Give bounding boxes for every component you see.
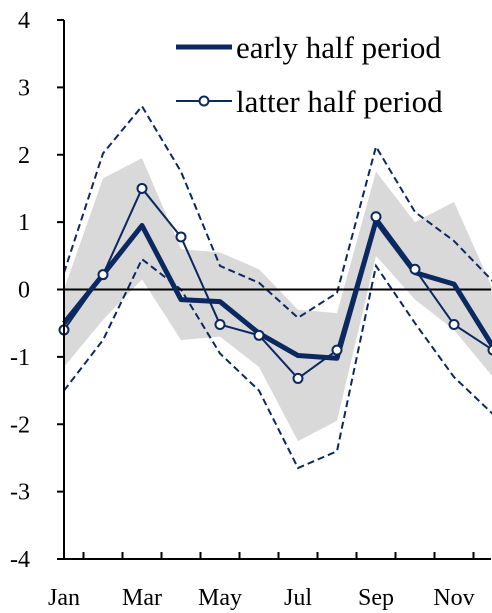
point-latter-half-period-Sep: [370, 211, 382, 223]
x-tick-label: Sep: [358, 585, 394, 611]
y-tick-label: -4: [10, 547, 30, 573]
x-tick-label: Nov: [433, 585, 474, 611]
point-latter-half-period-Oct: [409, 263, 421, 275]
point-latter-half-period-Nov: [448, 319, 460, 331]
y-tick-label: 1: [18, 210, 30, 236]
point-latter-half-period-Apr: [175, 231, 187, 243]
x-tick-label: Jul: [284, 585, 312, 611]
legend: early half period latter half period: [176, 30, 443, 119]
y-tick-label: -1: [10, 345, 30, 371]
series-line-latter-half-period: [63, 187, 492, 380]
y-tick-label: 4: [18, 8, 30, 34]
y-tick-label: 0: [18, 278, 30, 304]
series-layer: [58, 182, 492, 384]
legend-label-latter-half-period: latter half period: [236, 84, 443, 119]
point-latter-half-period-Dec: [487, 344, 492, 356]
point-latter-half-period-Feb: [97, 269, 109, 281]
y-tick-label: -3: [10, 480, 30, 506]
axes-layer: -4 -3 -2 -1 0 1 2 3 4 Jan Mar May Jul Sep Nov: [10, 8, 491, 611]
y-tick-label: 2: [18, 143, 30, 169]
x-tick-label: Jan: [48, 585, 80, 611]
legend-label-early-half-period: early half period: [236, 30, 441, 65]
x-tick-label: Mar: [122, 585, 162, 611]
point-latter-half-period-Aug: [331, 344, 343, 356]
point-latter-half-period-May: [214, 319, 226, 331]
dashed-upper-bound: [63, 104, 492, 320]
point-latter-half-period-Jun: [253, 329, 265, 341]
legend-marker-latter-half-period: [198, 95, 210, 107]
point-latter-half-period-Jul: [292, 372, 304, 384]
x-tick-label: May: [198, 585, 242, 611]
series-line-early-half-period: [62, 218, 492, 361]
dashed-lower-bound: [63, 257, 492, 470]
dashed-envelope-layer: [63, 104, 492, 470]
point-latter-half-period-Mar: [136, 182, 148, 194]
y-tick-label: -2: [10, 412, 30, 438]
y-tick-label: 3: [18, 75, 30, 101]
